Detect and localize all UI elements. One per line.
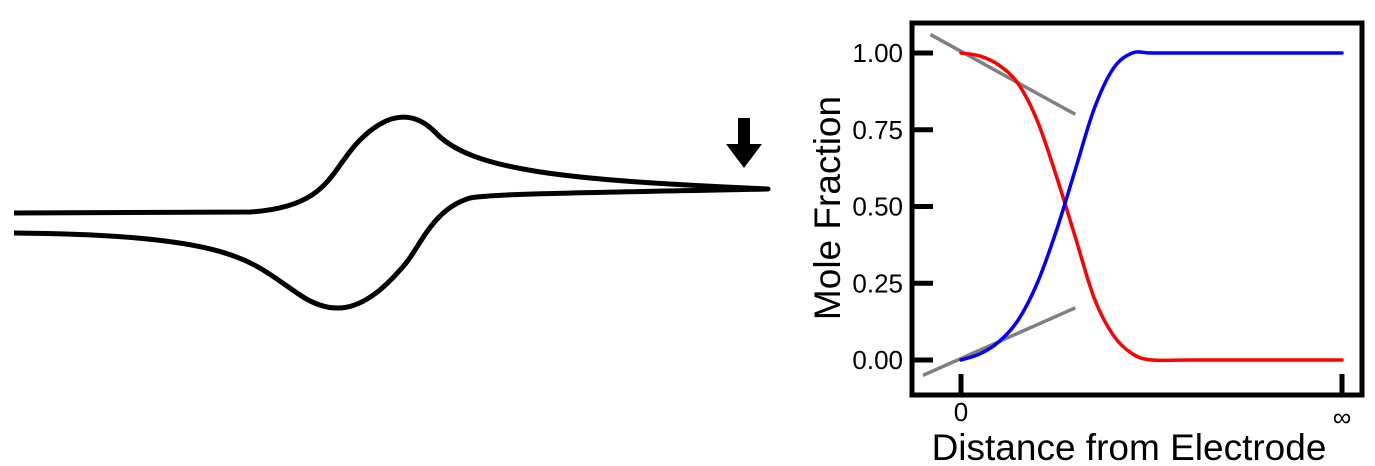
- y-tick-label: 0.25: [852, 268, 903, 298]
- x-axis-title: Distance from Electrode: [932, 427, 1327, 466]
- down-arrow-icon: [726, 118, 762, 168]
- mole-fraction-plot: 0.000.250.500.751.00 0 ∞ Mole Fraction Di…: [807, 20, 1365, 466]
- x-tick-label: ∞: [1333, 402, 1352, 432]
- voltammogram-curve: [13, 114, 771, 311]
- x-axis-ticks: 0 ∞: [954, 374, 1352, 432]
- series-layer: [922, 33, 1344, 377]
- red-series-line: [959, 51, 1344, 363]
- plot-frame: [909, 20, 1365, 398]
- y-tick-label: 1.00: [852, 38, 903, 68]
- y-axis-ticks: 0.00 0.25 0.50 0.75 1.00: [852, 38, 933, 375]
- y-tick-label: 0.75: [852, 115, 903, 145]
- y-axis-title: Mole Fraction: [807, 96, 848, 320]
- y-tick-label: 0.50: [852, 192, 903, 222]
- y-tick-label: 0.00: [852, 345, 903, 375]
- blue-series-line: [959, 50, 1344, 362]
- tangent-line-1: [929, 33, 1077, 116]
- x-tick-label: 0: [954, 397, 968, 427]
- voltammogram-panel: [13, 114, 771, 311]
